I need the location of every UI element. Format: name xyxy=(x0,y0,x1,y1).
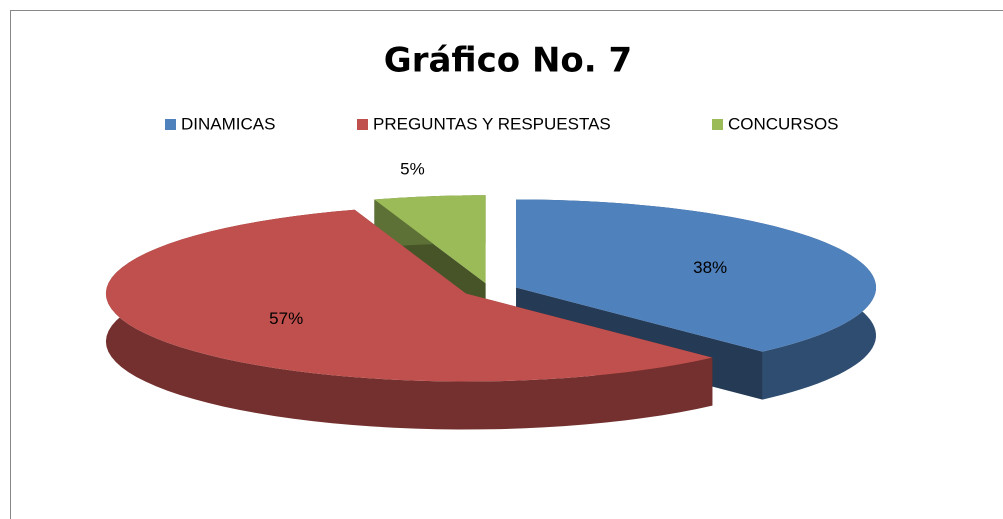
value-label: 38% xyxy=(693,258,727,277)
legend-label: PREGUNTAS Y RESPUESTAS xyxy=(373,114,611,133)
value-label: 5% xyxy=(400,160,425,179)
value-label: 57% xyxy=(269,309,303,328)
slice xyxy=(516,199,876,352)
legend-label: CONCURSOS xyxy=(728,114,839,133)
legend-swatch xyxy=(357,119,368,130)
legend-label: DINAMICAS xyxy=(181,114,275,133)
slice xyxy=(105,209,713,382)
legend-swatch xyxy=(165,119,176,130)
slice-tops xyxy=(105,195,876,382)
legend-swatch xyxy=(712,119,723,130)
chart-title: Gráfico No. 7 xyxy=(384,41,632,81)
slice xyxy=(374,195,486,284)
